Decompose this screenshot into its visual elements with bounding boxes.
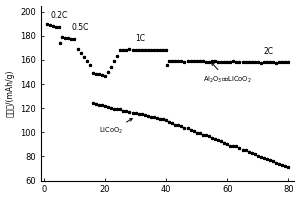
- Text: 2C: 2C: [264, 47, 274, 56]
- Text: Al$_2$O$_3$包覆LiCoO$_2$: Al$_2$O$_3$包覆LiCoO$_2$: [203, 63, 251, 85]
- Text: LiCoO$_2$: LiCoO$_2$: [99, 119, 132, 136]
- Text: 1C: 1C: [136, 34, 146, 43]
- Y-axis label: 比容量/(mAh/g): 比容量/(mAh/g): [6, 69, 15, 117]
- Text: 0.5C: 0.5C: [71, 23, 89, 32]
- Text: 0.2C: 0.2C: [50, 11, 67, 20]
